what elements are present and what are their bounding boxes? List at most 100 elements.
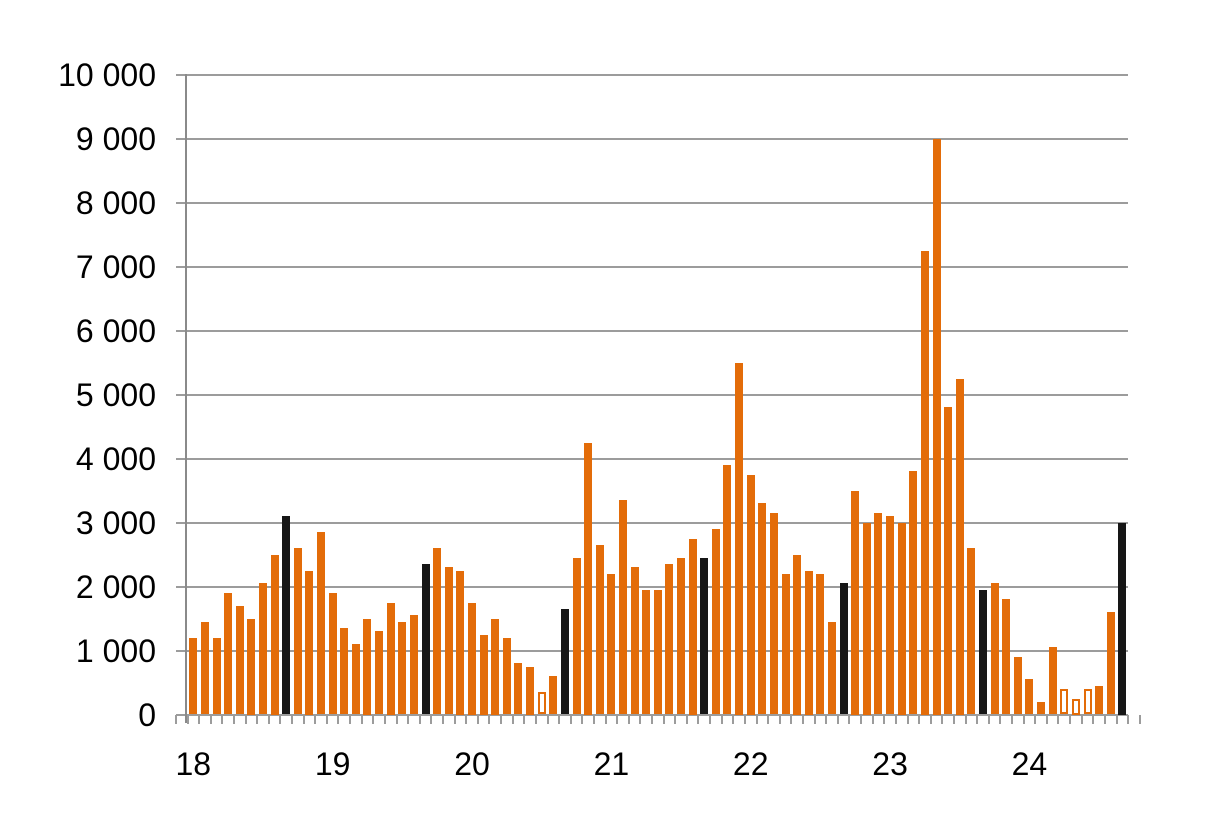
- x-axis-tick: [674, 714, 677, 724]
- bar: [514, 663, 523, 715]
- x-axis-tick: [395, 714, 398, 724]
- x-axis-tick: [662, 714, 665, 724]
- bar: [932, 138, 941, 715]
- bar: [758, 503, 767, 715]
- y-axis-label: 2 000: [75, 568, 156, 605]
- bar: [305, 570, 314, 715]
- bar: [1048, 647, 1057, 715]
- bar: [1037, 701, 1046, 715]
- bar: [967, 548, 976, 715]
- x-axis-tick: [1011, 714, 1014, 724]
- bar: [851, 490, 860, 715]
- highlight-bar: [978, 589, 987, 715]
- x-axis-tick: [291, 714, 294, 724]
- x-axis-label: 23: [872, 746, 908, 782]
- x-axis-tick: [302, 714, 305, 724]
- x-axis-tick: [1127, 714, 1130, 724]
- y-axis-tick: [176, 585, 186, 588]
- bar: [444, 567, 453, 715]
- bar: [630, 567, 639, 715]
- y-axis-label: 10 000: [58, 56, 156, 93]
- x-axis-tick: [465, 714, 468, 724]
- bar: [235, 605, 244, 715]
- x-axis-tick: [360, 714, 363, 724]
- gridline: [186, 201, 1128, 204]
- bar: [746, 474, 755, 715]
- x-axis-tick: [244, 714, 247, 724]
- bar: [224, 592, 233, 715]
- x-axis-tick: [418, 714, 421, 724]
- x-axis-tick: [534, 714, 537, 724]
- x-axis-tick: [1103, 714, 1106, 724]
- bar: [804, 570, 813, 715]
- bar: [920, 250, 929, 715]
- bar: [909, 471, 918, 715]
- x-axis-tick: [232, 714, 235, 724]
- x-axis-tick: [500, 714, 503, 724]
- bar: [642, 589, 651, 715]
- bar: [1095, 685, 1104, 715]
- x-axis-tick: [198, 714, 201, 724]
- bar: [189, 637, 198, 715]
- y-axis-tick: [176, 457, 186, 460]
- x-axis-tick: [221, 714, 224, 724]
- y-axis-label: 5 000: [75, 376, 156, 413]
- y-axis-tick: [176, 329, 186, 332]
- x-axis-label: 18: [175, 746, 212, 782]
- bar: [549, 676, 558, 715]
- bar: [293, 548, 302, 715]
- x-axis-tick: [639, 714, 642, 724]
- x-axis-tick: [488, 714, 491, 724]
- x-axis-tick: [476, 714, 479, 724]
- x-axis-tick: [1069, 714, 1072, 724]
- bar: [781, 573, 790, 715]
- y-axis-label: 3 000: [75, 504, 156, 541]
- bar: [1083, 688, 1092, 715]
- y-axis-line: [185, 73, 187, 723]
- y-axis-label: 4 000: [75, 440, 156, 477]
- x-axis-label: 21: [593, 746, 630, 782]
- bar: [270, 554, 279, 715]
- y-axis-tick: [176, 137, 186, 140]
- bar: [433, 548, 442, 715]
- x-axis-tick: [1138, 714, 1141, 724]
- bar: [317, 532, 326, 715]
- highlight-bar: [700, 557, 709, 715]
- y-axis-label: 1 000: [75, 632, 156, 669]
- x-axis-tick: [755, 714, 758, 724]
- bar: [572, 557, 581, 715]
- bar: [595, 544, 604, 715]
- x-axis-tick: [813, 714, 816, 724]
- highlight-bar: [1118, 522, 1127, 715]
- x-axis-tick: [1034, 714, 1037, 724]
- x-axis-tick: [1057, 714, 1060, 724]
- bar: [1013, 656, 1022, 715]
- bar: [862, 522, 871, 715]
- x-axis-tick: [1022, 714, 1025, 724]
- x-axis-tick: [1115, 714, 1118, 724]
- y-axis-tick: [176, 393, 186, 396]
- x-axis-tick: [558, 714, 561, 724]
- y-axis-label: 6 000: [75, 312, 156, 349]
- gridline: [186, 713, 1128, 716]
- bar: [340, 628, 349, 715]
- x-axis-tick: [209, 714, 212, 724]
- x-axis-tick: [732, 714, 735, 724]
- bar: [886, 516, 895, 715]
- x-axis-tick: [720, 714, 723, 724]
- highlight-bar: [839, 583, 848, 715]
- bar: [409, 615, 418, 715]
- highlight-bar: [421, 564, 430, 715]
- x-axis-tick: [372, 714, 375, 724]
- bar: [200, 621, 209, 715]
- bar: [1071, 698, 1080, 715]
- x-axis-tick: [511, 714, 514, 724]
- y-axis-tick: [176, 521, 186, 524]
- y-axis-label: 7 000: [75, 248, 156, 285]
- y-axis-tick: [176, 649, 186, 652]
- x-axis-tick: [894, 714, 897, 724]
- x-axis-tick: [918, 714, 921, 724]
- bar: [526, 666, 535, 715]
- x-axis-tick: [186, 714, 189, 724]
- bar: [711, 528, 720, 715]
